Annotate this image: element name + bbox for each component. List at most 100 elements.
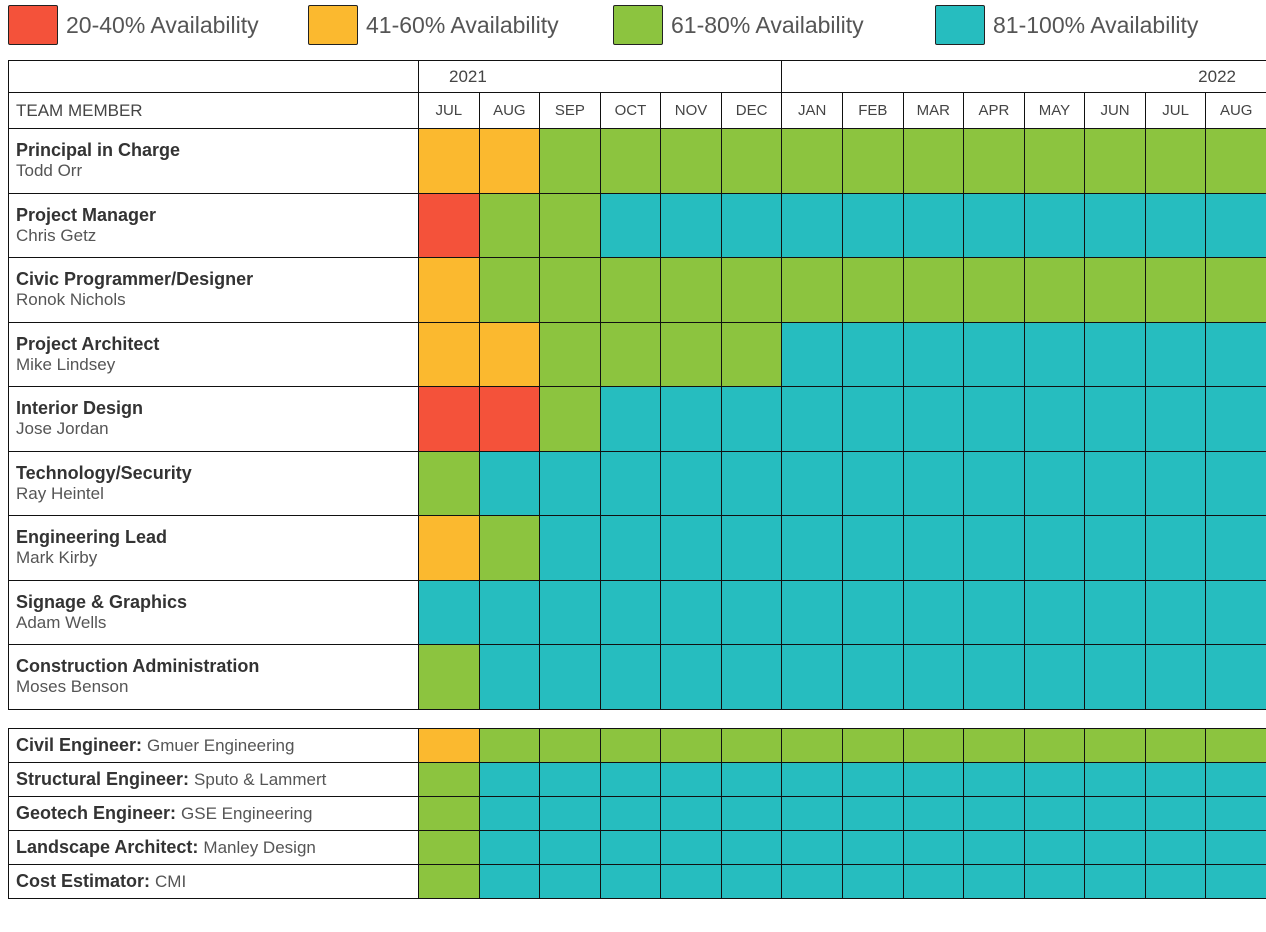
availability-cell	[720, 762, 783, 797]
availability-cell	[599, 257, 662, 323]
availability-cell	[599, 644, 662, 710]
member-cell: Engineering Lead Mark Kirby	[8, 515, 419, 581]
availability-cell	[1205, 450, 1266, 516]
availability-cell	[418, 728, 480, 763]
availability-cell	[1084, 796, 1146, 831]
legend-swatch	[8, 5, 58, 45]
availability-cell	[1205, 728, 1266, 763]
availability-cell	[660, 864, 722, 899]
availability-cell	[539, 128, 601, 194]
availability-cell	[1023, 796, 1086, 831]
corner	[8, 60, 419, 93]
availability-cell	[963, 257, 1025, 323]
availability-cell	[478, 864, 541, 899]
availability-cell	[478, 728, 541, 763]
availability-cell	[781, 864, 843, 899]
month-label: MAY	[1038, 102, 1071, 119]
availability-cell	[963, 830, 1025, 865]
availability-cell	[660, 796, 722, 831]
availability-cell	[418, 450, 480, 516]
availability-cell	[1144, 321, 1207, 387]
availability-cell	[418, 644, 480, 710]
consultant-cell: Cost Estimator: CMI	[8, 864, 419, 899]
availability-cell	[842, 762, 904, 797]
member-name: Ray Heintel	[16, 483, 104, 503]
availability-cell	[1023, 644, 1086, 710]
availability-cell	[599, 796, 662, 831]
availability-cell	[842, 257, 904, 323]
member-cell: Project Architect Mike Lindsey	[8, 321, 419, 387]
availability-cell	[1144, 728, 1207, 763]
availability-cell	[720, 644, 783, 710]
member-role: Principal in Charge	[16, 140, 181, 161]
availability-cell	[902, 321, 965, 387]
month-cell: FEB	[842, 92, 904, 129]
member-cell: Technology/Security Ray Heintel	[8, 450, 419, 516]
availability-cell	[599, 515, 662, 581]
availability-cell	[478, 515, 541, 581]
month-cell: JUL	[1144, 92, 1207, 129]
availability-cell	[1084, 579, 1146, 645]
availability-cell	[963, 762, 1025, 797]
consultant-name: CMI	[155, 871, 187, 891]
availability-cell	[1144, 515, 1207, 581]
availability-cell	[902, 515, 965, 581]
member-name: Jose Jordan	[16, 419, 109, 439]
year-label: 2021	[449, 66, 487, 86]
availability-cell	[539, 257, 601, 323]
availability-cell	[418, 128, 480, 194]
availability-cell	[1023, 579, 1086, 645]
month-label: AUG	[493, 102, 526, 119]
availability-cell	[599, 830, 662, 865]
availability-cell	[478, 257, 541, 323]
member-name: Mike Lindsey	[16, 354, 116, 374]
availability-cell	[781, 762, 843, 797]
availability-cell	[539, 321, 601, 387]
availability-cell	[781, 830, 843, 865]
availability-cell	[720, 796, 783, 831]
availability-cell	[539, 762, 601, 797]
availability-cell	[842, 192, 904, 258]
availability-cell	[781, 644, 843, 710]
availability-cell	[599, 864, 662, 899]
header-cell: TEAM MEMBER	[8, 92, 419, 129]
availability-cell	[1144, 864, 1207, 899]
legend-swatch	[935, 5, 985, 45]
availability-cell	[660, 515, 722, 581]
availability-cell	[478, 644, 541, 710]
availability-cell	[1205, 128, 1266, 194]
availability-cell	[1084, 450, 1146, 516]
month-cell: AUG	[478, 92, 541, 129]
availability-cell	[902, 796, 965, 831]
availability-cell	[781, 257, 843, 323]
availability-cell	[842, 830, 904, 865]
month-label: AUG	[1219, 102, 1253, 119]
member-cell: Signage & Graphics Adam Wells	[8, 579, 419, 645]
availability-cell	[1144, 796, 1207, 831]
availability-cell	[599, 192, 662, 258]
availability-cell	[660, 257, 722, 323]
availability-cell	[902, 257, 965, 323]
availability-cell	[599, 321, 662, 387]
availability-cell	[599, 450, 662, 516]
availability-cell	[599, 128, 662, 194]
availability-cell	[902, 450, 965, 516]
availability-cell	[1084, 128, 1146, 194]
availability-cell	[1205, 864, 1266, 899]
month-label: APR	[978, 102, 1010, 119]
availability-cell	[842, 321, 904, 387]
header-label: TEAM MEMBER	[16, 100, 143, 120]
availability-cell	[599, 762, 662, 797]
consultant-name: Manley Design	[203, 837, 316, 857]
availability-cell	[1205, 644, 1266, 710]
availability-cell	[660, 579, 722, 645]
availability-cell	[720, 830, 783, 865]
availability-cell	[842, 128, 904, 194]
consultant-role: Cost Estimator:	[16, 871, 151, 891]
availability-cell	[963, 321, 1025, 387]
availability-cell	[478, 579, 541, 645]
availability-cell	[418, 192, 480, 258]
member-role: Interior Design	[16, 398, 144, 419]
member-name: Moses Benson	[16, 677, 129, 697]
availability-cell	[478, 128, 541, 194]
